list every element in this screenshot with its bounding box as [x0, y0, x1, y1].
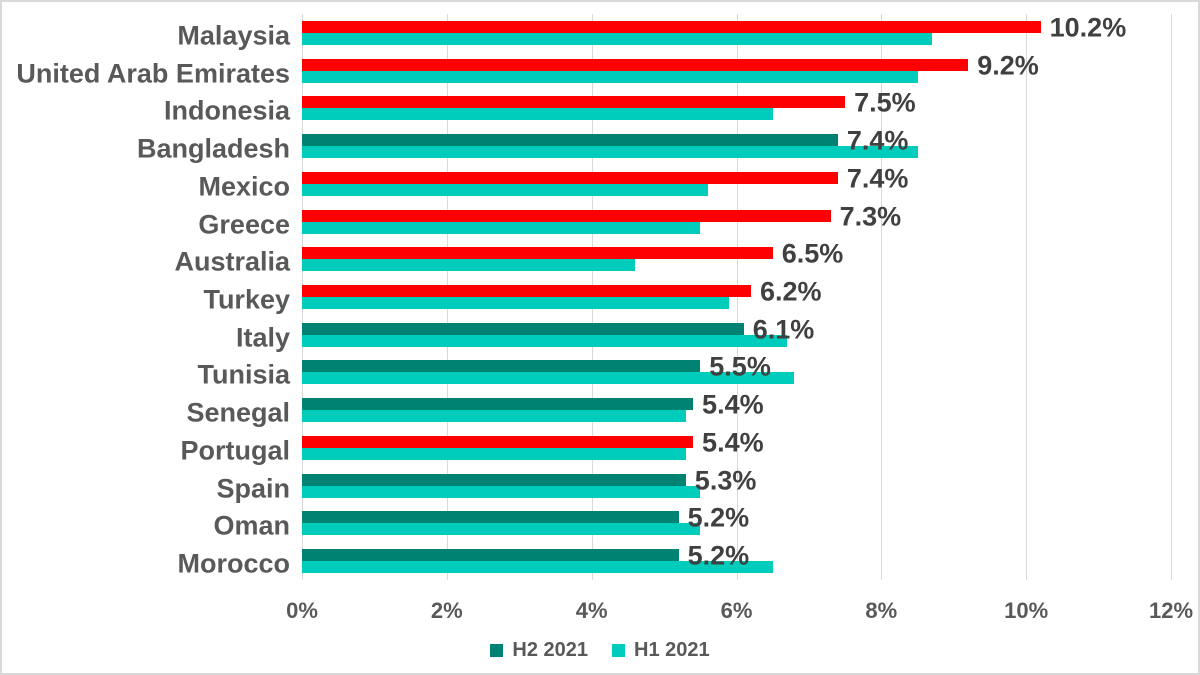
- bar-h1-2021-greece[interactable]: [302, 221, 701, 234]
- data-label-spain: 5.3%: [694, 465, 757, 496]
- data-label-oman: 5.2%: [687, 502, 750, 533]
- bar-h1-2021-united-arab-emirates[interactable]: [302, 70, 918, 83]
- plot-area: 10.2% 9.2% 7.5% 7.4% 7.4% 7.3% 6.5% 6.2% 6.1% 5.5…: [302, 12, 1172, 580]
- data-label-turkey: 6.2%: [759, 276, 822, 307]
- data-label-tunisia: 5.5%: [709, 351, 771, 382]
- data-label-bangladesh: 7.4%: [846, 125, 909, 156]
- data-label-mexico: 7.4%: [846, 163, 909, 194]
- bar-h2-2021-tunisia[interactable]: [302, 360, 701, 373]
- legend-swatch-h1-icon: [612, 643, 625, 657]
- data-label-senegal: 5.4%: [702, 389, 764, 420]
- x-tick-2%: 2%: [430, 598, 463, 623]
- legend-item-h1-2021[interactable]: H1 2021: [612, 640, 710, 660]
- category-label-tunisia: Tunisia: [197, 359, 290, 390]
- x-tick-6%: 6%: [720, 598, 753, 623]
- bar-h2-2021-turkey[interactable]: [302, 285, 751, 297]
- category-label-spain: Spain: [216, 473, 290, 504]
- gridline-8%: [881, 14, 882, 580]
- bar-h2-2021-australia[interactable]: [302, 247, 773, 260]
- gridline-6%: [737, 14, 738, 580]
- bar-h2-2021-indonesia[interactable]: [302, 96, 846, 109]
- category-label-morocco: Morocco: [177, 548, 290, 579]
- bar-h2-2021-malaysia[interactable]: [302, 20, 1041, 33]
- gridline-10%: [1026, 14, 1027, 580]
- category-label-malaysia: Malaysia: [177, 20, 290, 51]
- bar-h1-2021-portugal[interactable]: [302, 447, 686, 460]
- category-label-senegal: Senegal: [186, 397, 290, 428]
- bar-h1-2021-bangladesh[interactable]: [302, 146, 918, 159]
- category-label-portugal: Portugal: [180, 435, 290, 466]
- bar-h1-2021-italy[interactable]: [302, 334, 788, 347]
- bar-h1-2021-senegal[interactable]: [302, 410, 686, 423]
- category-label-italy: Italy: [235, 322, 290, 353]
- bar-h1-2021-spain[interactable]: [302, 485, 701, 498]
- bar-h2-2021-italy[interactable]: [302, 322, 744, 335]
- category-label-united-arab-emirates: United Arab Emirates: [16, 58, 290, 89]
- legend-item-h2-2021[interactable]: H2 2021: [490, 640, 588, 660]
- data-label-portugal: 5.4%: [702, 427, 764, 458]
- bar-h2-2021-greece[interactable]: [302, 209, 831, 222]
- data-label-morocco: 5.2%: [687, 540, 750, 571]
- bar-h2-2021-united-arab-emirates[interactable]: [302, 58, 969, 71]
- bar-h2-2021-spain[interactable]: [302, 473, 686, 486]
- category-label-indonesia: Indonesia: [163, 95, 290, 126]
- category-label-greece: Greece: [198, 209, 290, 240]
- bar-h2-2021-mexico[interactable]: [302, 171, 838, 184]
- category-label-bangladesh: Bangladesh: [136, 133, 290, 164]
- bar-h1-2021-mexico[interactable]: [302, 183, 708, 196]
- legend-label-h1: H1 2021: [634, 639, 710, 661]
- category-label-oman: Oman: [213, 510, 290, 541]
- bar-h1-2021-tunisia[interactable]: [302, 372, 795, 385]
- x-tick-8%: 8%: [865, 598, 898, 623]
- data-label-malaysia: 10.2%: [1049, 12, 1127, 43]
- data-label-indonesia: 7.5%: [854, 87, 916, 118]
- bar-h1-2021-oman[interactable]: [302, 523, 701, 536]
- data-label-united-arab-emirates: 9.2%: [977, 50, 1039, 81]
- legend-swatch-h2-icon: [490, 643, 504, 657]
- bar-h2-2021-morocco[interactable]: [302, 549, 679, 562]
- x-tick-10%: 10%: [1004, 598, 1049, 623]
- data-label-greece: 7.3%: [839, 201, 902, 232]
- data-label-italy: 6.1%: [752, 314, 815, 345]
- data-label-australia: 6.5%: [781, 238, 844, 269]
- x-tick-4%: 4%: [575, 598, 608, 623]
- bar-h2-2021-portugal[interactable]: [302, 435, 694, 448]
- x-tick-12%: 12%: [1148, 598, 1194, 623]
- bar-h1-2021-australia[interactable]: [302, 259, 636, 272]
- category-label-turkey: Turkey: [203, 284, 290, 315]
- bar-h2-2021-oman[interactable]: [302, 511, 679, 524]
- gridline-12%: [1171, 14, 1172, 580]
- category-label-mexico: Mexico: [198, 171, 290, 202]
- bar-h1-2021-indonesia[interactable]: [302, 108, 773, 121]
- bar-h1-2021-morocco[interactable]: [302, 561, 773, 574]
- category-label-australia: Australia: [174, 246, 290, 277]
- bar-h1-2021-malaysia[interactable]: [302, 32, 933, 45]
- legend: H2 2021 H1 2021: [2, 640, 1198, 660]
- bar-h2-2021-senegal[interactable]: [302, 398, 694, 411]
- x-tick-0%: 0%: [286, 598, 318, 623]
- bar-h1-2021-turkey[interactable]: [302, 297, 730, 309]
- legend-label-h2: H2 2021: [512, 639, 588, 661]
- bar-h2-2021-bangladesh[interactable]: [302, 134, 838, 147]
